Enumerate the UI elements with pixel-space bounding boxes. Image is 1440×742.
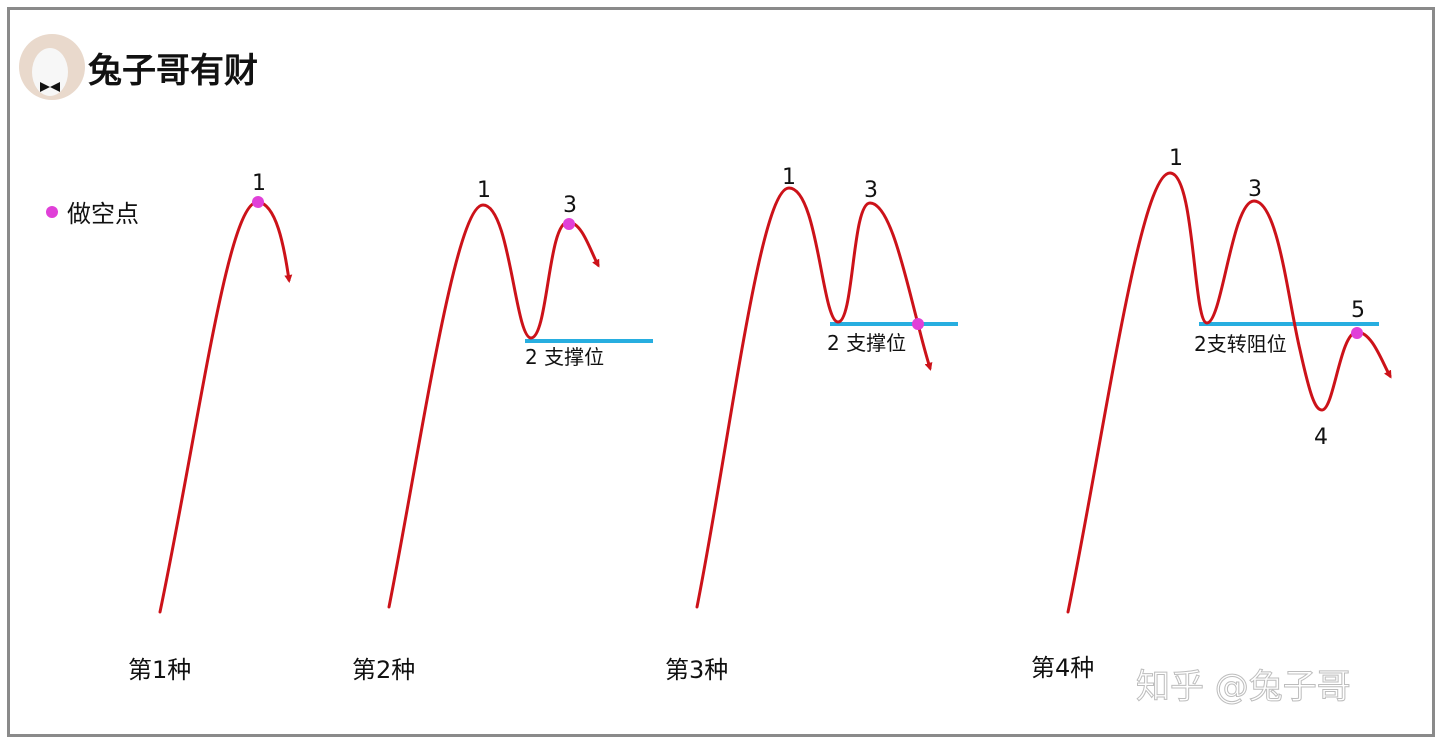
legend: 做空点 xyxy=(46,200,139,228)
logo-text: 兔子哥有财 xyxy=(88,51,258,91)
panel-title: 第4种 xyxy=(1031,654,1094,682)
short-point-legend-dot xyxy=(46,206,58,218)
panel-4: 1 3 4 5 2支转阻位 第4种 xyxy=(1031,146,1392,682)
point-label-5: 5 xyxy=(1351,298,1365,323)
panel-title: 第3种 xyxy=(665,656,728,684)
short-point-dot xyxy=(563,218,575,230)
point-label-3: 3 xyxy=(563,193,577,218)
panel-title: 第1种 xyxy=(128,656,191,684)
watermark: 知乎 @兔子哥 xyxy=(1136,667,1351,707)
point-label-1: 1 xyxy=(1169,146,1183,171)
short-point-dot xyxy=(252,196,264,208)
price-curve xyxy=(1066,171,1392,614)
point-label-3: 3 xyxy=(864,178,878,203)
panel-title: 第2种 xyxy=(352,656,415,684)
diagram-frame xyxy=(7,7,1435,737)
price-curve xyxy=(158,200,293,614)
support-label: 2 支撑位 xyxy=(525,345,604,369)
price-curve xyxy=(387,203,600,609)
point-label-3: 3 xyxy=(1248,177,1262,202)
short-point-dot xyxy=(912,318,924,330)
support-label: 2 支撑位 xyxy=(827,331,906,355)
logo: 兔子哥有财 xyxy=(19,34,258,100)
panel-1: 1 第1种 xyxy=(128,171,293,684)
point-label-1: 1 xyxy=(252,171,266,196)
legend-label: 做空点 xyxy=(67,200,139,228)
point-label-4: 4 xyxy=(1314,425,1328,450)
panel-2: 1 3 2 支撑位 第2种 xyxy=(352,178,653,684)
price-curve xyxy=(695,186,933,609)
short-point-dot xyxy=(1351,327,1363,339)
point-label-1: 1 xyxy=(782,165,796,190)
panel-3: 1 3 2 支撑位 第3种 xyxy=(665,165,958,684)
support-resistance-label: 2支转阻位 xyxy=(1194,332,1287,356)
point-label-1: 1 xyxy=(477,178,491,203)
